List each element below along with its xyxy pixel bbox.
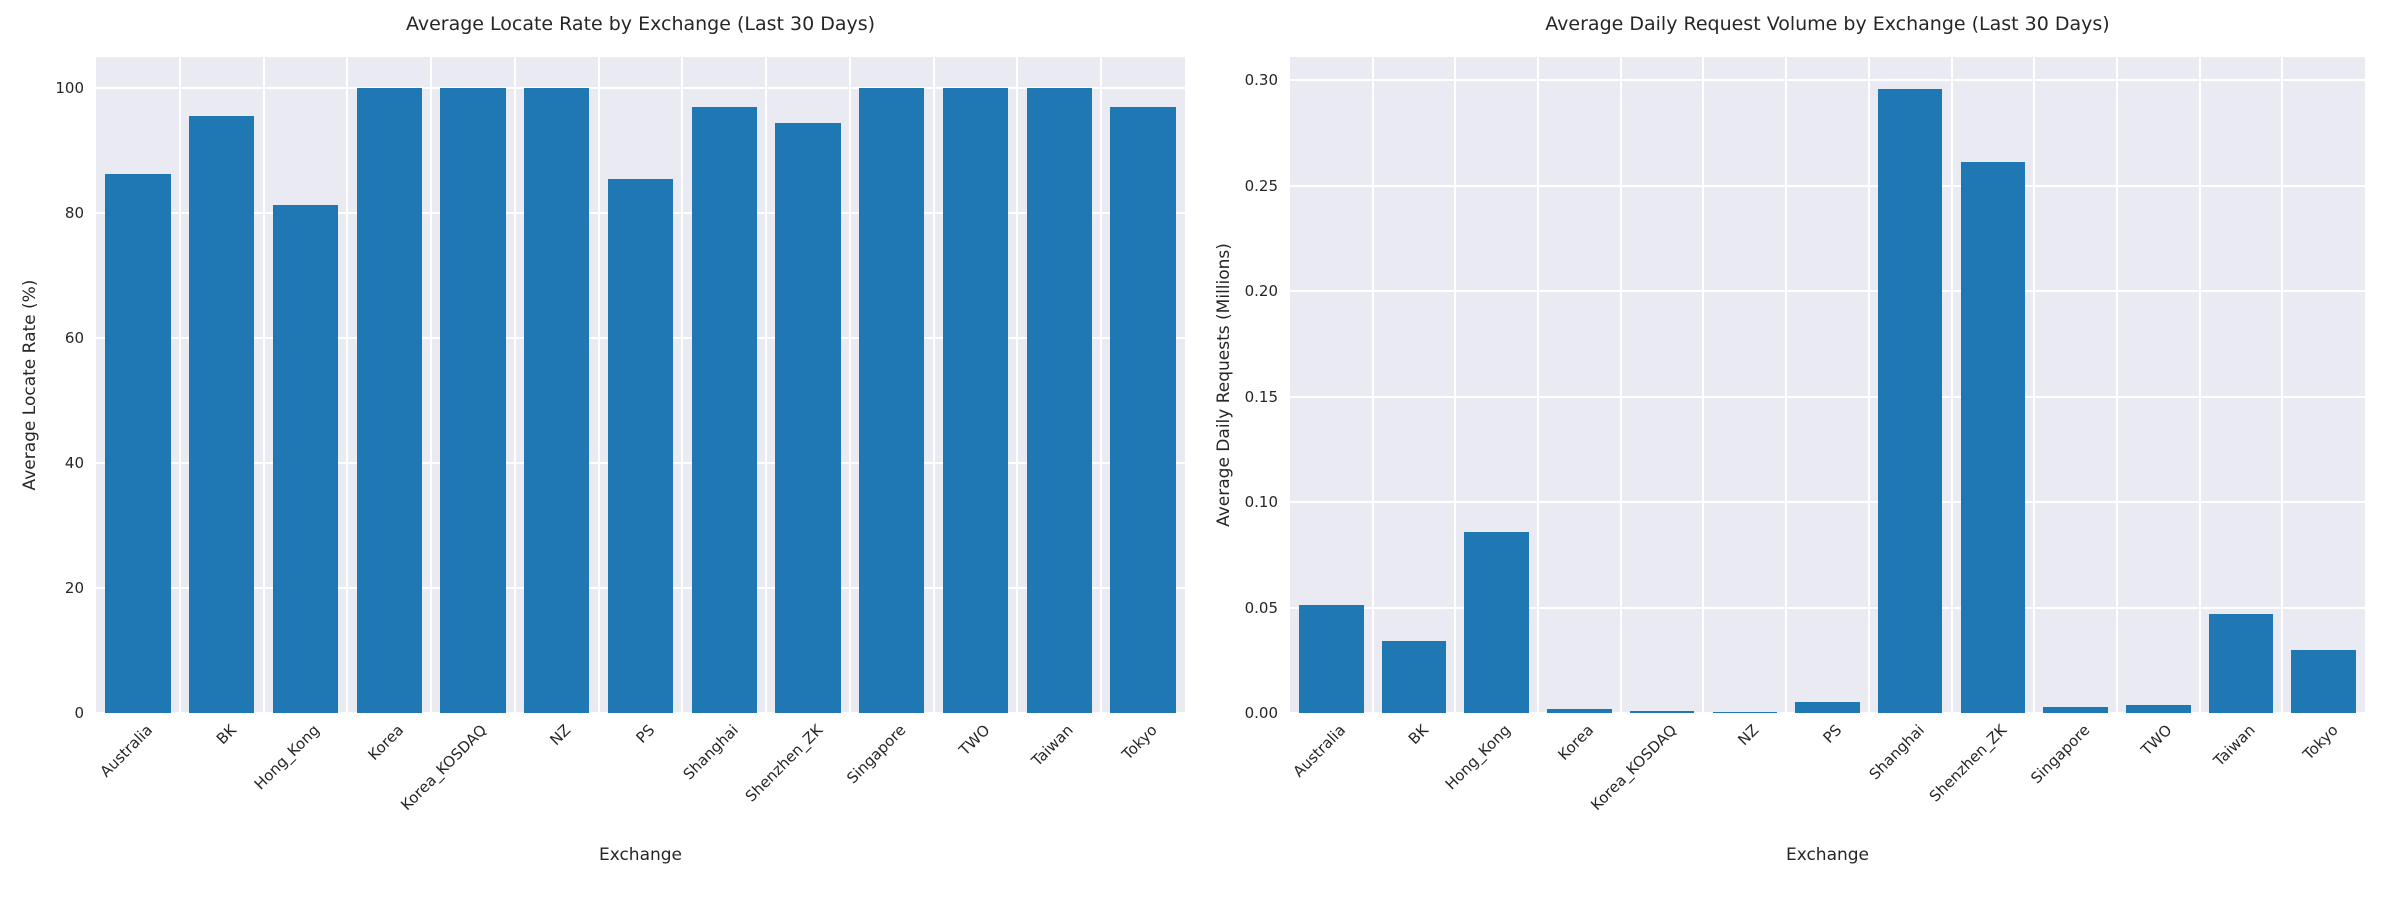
- bar-Singapore: [2043, 706, 2108, 713]
- bar-TWO: [942, 88, 1009, 713]
- y-gridline: [96, 87, 1185, 90]
- y-axis-label: Average Daily Requests (Millions): [1214, 243, 1234, 527]
- y-tick-label: 0.25: [1244, 176, 1278, 195]
- y-tick-label: 40: [64, 454, 84, 473]
- y-tick-label: 0.15: [1244, 387, 1278, 406]
- x-gridline: [2198, 57, 2201, 713]
- x-gridline: [2033, 57, 2036, 713]
- x-axis-label: Exchange: [1785, 845, 1870, 865]
- bar-Taiwan: [1026, 88, 1092, 713]
- bar-Tokyo: [2291, 649, 2356, 713]
- bar-Shenzhen_ZK: [1960, 162, 2026, 713]
- bar-NZ: [524, 88, 590, 713]
- y-tick-label: 0.20: [1244, 282, 1278, 301]
- bar-Hong_Kong: [272, 205, 339, 713]
- bar-PS: [607, 178, 674, 713]
- bar-Shenzhen_ZK: [775, 122, 841, 713]
- y-tick-label: 60: [64, 329, 84, 348]
- x-gridline: [2281, 57, 2284, 713]
- y-tick-label: 0: [74, 704, 84, 722]
- x-gridline: [597, 57, 600, 713]
- x-gridline: [2115, 57, 2118, 713]
- bar-Korea: [1547, 708, 1612, 713]
- x-gridline: [1950, 57, 1953, 713]
- bar-Australia: [1299, 605, 1364, 713]
- y-tick-label: 0.05: [1244, 598, 1278, 617]
- x-gridline: [848, 57, 851, 713]
- y-gridline: [1290, 184, 2365, 187]
- y-tick-label: 100: [55, 79, 84, 98]
- x-gridline: [1371, 57, 1374, 713]
- x-gridline: [430, 57, 433, 713]
- bar-Korea_KOSDAQ: [440, 88, 506, 713]
- y-tick-label: 0.10: [1244, 493, 1278, 512]
- bar-Korea: [356, 88, 422, 713]
- bar-Taiwan: [2208, 613, 2274, 713]
- bar-BK: [1381, 641, 1447, 713]
- bar-TWO: [2126, 704, 2191, 713]
- bar-Shanghai: [1877, 88, 1943, 713]
- plot-area: [96, 57, 1185, 713]
- x-gridline: [1702, 57, 1705, 713]
- x-gridline: [765, 57, 768, 713]
- x-gridline: [1619, 57, 1622, 713]
- y-gridline: [1290, 606, 2365, 609]
- bar-NZ: [1712, 711, 1778, 713]
- y-tick-label: 0.00: [1244, 704, 1278, 722]
- bar-Tokyo: [1110, 106, 1176, 713]
- x-gridline: [932, 57, 935, 713]
- y-tick-label: 20: [64, 579, 84, 598]
- y-gridline: [1290, 79, 2365, 82]
- x-gridline: [681, 57, 684, 713]
- y-tick-label: 80: [64, 204, 84, 223]
- x-axis-label: Exchange: [598, 845, 683, 865]
- y-gridline: [1290, 501, 2365, 504]
- chart-title: Average Daily Request Volume by Exchange…: [1545, 13, 2110, 35]
- x-gridline: [1016, 57, 1019, 713]
- bar-Shanghai: [691, 106, 757, 713]
- x-gridline: [262, 57, 265, 713]
- x-gridline: [1454, 57, 1457, 713]
- bar-Korea_KOSDAQ: [1629, 710, 1695, 713]
- bar-Singapore: [859, 88, 925, 713]
- bar-PS: [1795, 702, 1860, 713]
- x-gridline: [1537, 57, 1540, 713]
- y-gridline: [1290, 395, 2365, 398]
- x-gridline: [513, 57, 516, 713]
- x-gridline: [178, 57, 181, 713]
- y-gridline: [1290, 290, 2365, 293]
- bar-Hong_Kong: [1464, 531, 1529, 713]
- bar-BK: [188, 116, 255, 713]
- x-gridline: [1100, 57, 1103, 713]
- x-gridline: [346, 57, 349, 713]
- bar-Australia: [105, 174, 171, 713]
- x-gridline: [1867, 57, 1870, 713]
- x-gridline: [1785, 57, 1788, 713]
- plot-area: [1290, 57, 2365, 713]
- chart-title: Average Locate Rate by Exchange (Last 30…: [405, 13, 876, 35]
- y-tick-label: 0.30: [1244, 71, 1278, 90]
